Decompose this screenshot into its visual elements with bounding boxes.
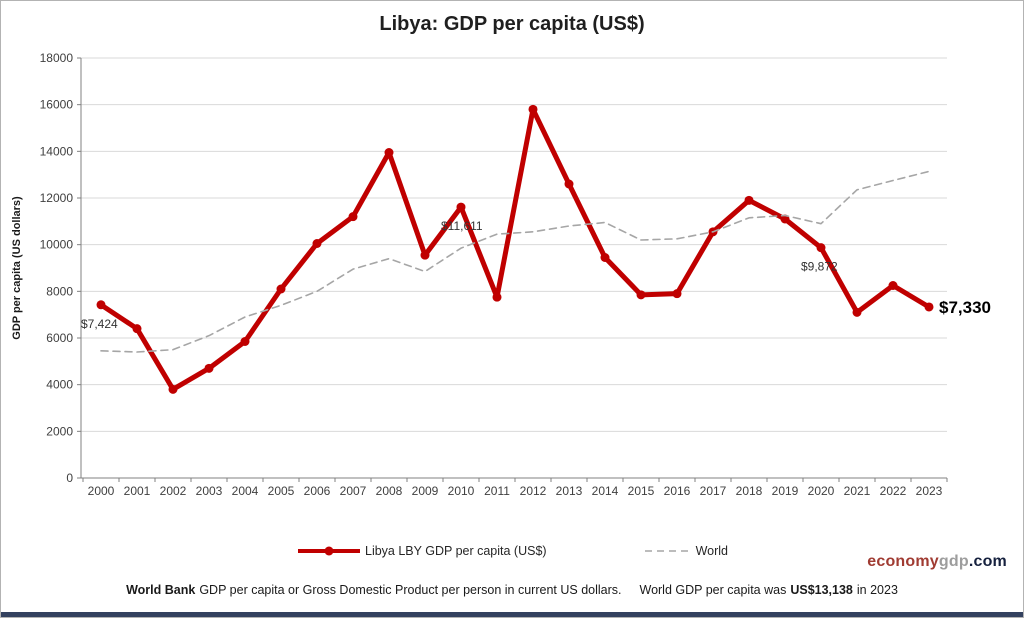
x-tick-label: 2010 xyxy=(448,484,475,498)
x-tick-label: 2014 xyxy=(592,484,619,498)
footer-note: World Bank GDP per capita or Gross Domest… xyxy=(1,583,1023,597)
y-tick-label: 10000 xyxy=(40,238,74,252)
x-tick-label: 2002 xyxy=(160,484,187,498)
libya-data-marker xyxy=(456,202,466,212)
libya-data-marker xyxy=(852,307,862,317)
x-tick-label: 2004 xyxy=(232,484,259,498)
libya-data-marker xyxy=(924,302,934,312)
libya-data-marker xyxy=(672,289,682,299)
footer-world-text: World GDP per capita was xyxy=(639,583,787,597)
x-tick-label: 2000 xyxy=(88,484,115,498)
x-tick-label: 2020 xyxy=(808,484,835,498)
chart-svg: 0 2000 4000 6000 8000 10000 12000 14000 16000 180… xyxy=(40,51,991,498)
world-legend-glyph xyxy=(644,550,691,552)
libya-data-marker xyxy=(492,292,502,302)
y-tick-label: 12000 xyxy=(40,191,74,205)
libya-legend-glyph xyxy=(298,546,360,556)
y-tick-label: 0 xyxy=(66,471,73,485)
libya-data-marker xyxy=(600,253,610,262)
annotation-2020: $9,872 xyxy=(801,260,838,274)
x-tick-label: 2001 xyxy=(124,484,151,498)
libya-legend-label: Libya LBY GDP per capita (US$) xyxy=(365,544,547,558)
watermark-logo[interactable]: economygdp.com xyxy=(867,553,1007,571)
libya-data-marker xyxy=(528,104,538,114)
world-legend-label: World xyxy=(695,544,728,558)
libya-data-marker xyxy=(420,250,430,260)
annotation-2000: $7,424 xyxy=(81,317,118,331)
y-tick-label: 2000 xyxy=(46,424,73,438)
x-tick-label: 2015 xyxy=(628,484,655,498)
y-tick-label: 4000 xyxy=(46,378,73,392)
libya-series-line xyxy=(98,106,932,392)
y-tick-label: 16000 xyxy=(40,98,74,112)
footer-source-bold: World Bank xyxy=(126,583,196,597)
x-tick-label: 2008 xyxy=(376,484,403,498)
x-tick-label: 2011 xyxy=(484,484,510,498)
x-tick-label: 2006 xyxy=(304,484,331,498)
x-tick-label: 2005 xyxy=(268,484,295,498)
x-tick-label: 2018 xyxy=(736,484,763,498)
y-tick-label: 8000 xyxy=(46,284,73,298)
libya-data-marker xyxy=(240,337,250,346)
libya-data-marker xyxy=(276,284,286,294)
libya-data-marker xyxy=(204,363,214,373)
libya-data-marker xyxy=(636,290,646,300)
x-tick-label: 2009 xyxy=(412,484,439,498)
footer-world-suffix: in 2023 xyxy=(856,583,898,597)
watermark-com: .com xyxy=(968,553,1007,570)
libya-data-marker xyxy=(96,300,106,310)
legend: Libya LBY GDP per capita (US$) World xyxy=(1,544,1023,558)
x-tick-label: 2022 xyxy=(880,484,907,498)
x-tick-label: 2021 xyxy=(844,484,871,498)
libya-data-marker xyxy=(564,179,574,189)
watermark-gdp: gdp xyxy=(938,553,969,570)
footer-source-text: GDP per capita or Gross Domestic Product… xyxy=(199,583,622,597)
x-tick-label: 2013 xyxy=(556,484,583,498)
world-series-line xyxy=(100,170,930,353)
x-tick-label: 2023 xyxy=(916,484,943,498)
x-tick-label: 2017 xyxy=(700,484,727,498)
y-tick-label: 14000 xyxy=(40,144,74,158)
x-tick-label: 2012 xyxy=(520,484,547,498)
chart-title: Libya: GDP per capita (US$) xyxy=(379,13,645,35)
annotation-2010: $11,611 xyxy=(441,219,483,233)
libya-data-marker xyxy=(744,195,754,205)
y-tick-label: 6000 xyxy=(46,331,73,345)
libya-data-marker xyxy=(312,239,322,248)
watermark-economy: economy xyxy=(867,553,939,570)
libya-data-marker xyxy=(888,281,898,290)
bottom-bar xyxy=(1,612,1023,617)
libya-data-marker xyxy=(132,324,142,334)
libya-data-marker xyxy=(384,148,394,157)
libya-data-marker xyxy=(168,384,178,394)
x-tick-label: 2016 xyxy=(664,484,691,498)
y-tick-label: 18000 xyxy=(40,51,74,65)
x-tick-label: 2007 xyxy=(340,484,367,498)
libya-data-marker xyxy=(816,243,826,253)
libya-data-marker xyxy=(348,212,358,222)
legend-item-world[interactable]: World xyxy=(643,544,728,558)
x-tick-label: 2019 xyxy=(772,484,799,498)
legend-item-libya[interactable]: Libya LBY GDP per capita (US$) xyxy=(296,544,547,558)
libya-legend-marker xyxy=(324,546,334,556)
annotation-2023: $7,330 xyxy=(939,298,991,317)
x-tick-label: 2003 xyxy=(196,484,223,498)
footer-world-value: US$13,138 xyxy=(790,583,853,597)
